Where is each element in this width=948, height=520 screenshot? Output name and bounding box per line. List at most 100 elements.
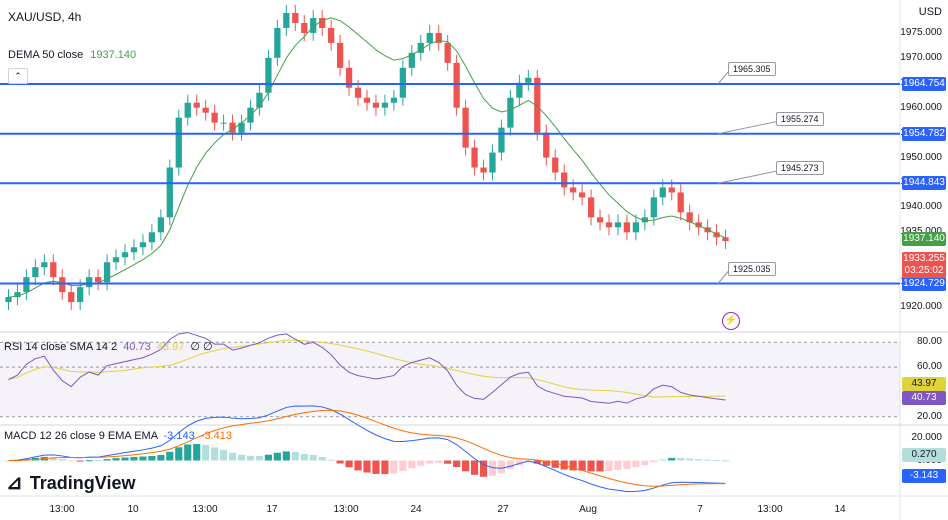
macd-hist-bar <box>650 460 658 463</box>
macd-signal-value: -3.413 <box>200 430 232 442</box>
macd-hist-bar <box>309 454 317 461</box>
candle-body <box>516 82 523 98</box>
macd-hist-bar <box>103 459 111 461</box>
price-tick: 1960.000 <box>900 101 942 113</box>
candle-body <box>578 192 586 198</box>
candle-body <box>623 222 631 233</box>
price-tick: 1970.000 <box>900 51 942 63</box>
dema-label: DEMA 50 close <box>8 49 84 61</box>
lightning-icon[interactable]: ⚡ <box>722 312 740 330</box>
candle-body <box>561 172 568 188</box>
candle-body <box>193 102 200 108</box>
macd-hist-bar <box>237 454 246 461</box>
candle-body <box>614 222 622 228</box>
candle-body <box>587 197 595 218</box>
macd-hist-bar <box>211 447 219 461</box>
candle-body <box>148 232 156 243</box>
macd-hist-bar <box>632 460 640 468</box>
candle-body <box>336 42 344 68</box>
candle-body <box>14 292 21 298</box>
macd-hist-bar <box>4 460 13 462</box>
macd-hist-bar <box>148 455 156 461</box>
macd-hist-bar <box>497 460 506 474</box>
macd-hist-bar <box>202 445 210 461</box>
macd-hist-bar <box>435 460 443 463</box>
dema-value: 1937.140 <box>90 49 137 61</box>
candle-body <box>399 67 406 98</box>
currency-label[interactable]: USD <box>918 6 942 18</box>
candle-body <box>408 52 415 68</box>
candle-body <box>265 57 272 93</box>
macd-hist-bar <box>291 452 299 461</box>
candle-body <box>184 102 191 118</box>
macd-hist-tag: 0.270 <box>902 447 946 462</box>
rsi-tag: 40.73 <box>902 391 946 405</box>
candle-body <box>175 117 182 168</box>
macd-hist-bar <box>470 460 479 475</box>
candle-body <box>552 157 559 173</box>
candle-body <box>570 187 577 193</box>
candle-body <box>668 187 675 193</box>
level-price-tag: 1944.843 <box>902 176 946 191</box>
candle-body <box>722 237 729 242</box>
level-callout: 1925.035 <box>728 261 776 276</box>
collapse-icon[interactable]: ⌃ <box>8 68 28 84</box>
macd-hist-bar <box>166 451 174 461</box>
price-tick: 1950.000 <box>900 151 942 163</box>
price-tick: 1940.000 <box>900 201 942 213</box>
macd-hist-bar <box>444 460 452 464</box>
macd-hist-bar <box>542 460 550 466</box>
candle-body <box>686 212 693 223</box>
rsi-tick: 80.00 <box>916 336 942 348</box>
candle-body <box>345 67 353 88</box>
price-tick: 1935.000 <box>900 226 942 237</box>
candle-body <box>157 217 164 233</box>
candle-body <box>256 92 263 108</box>
time-tick: 7 <box>697 504 703 515</box>
time-tick: Aug <box>579 504 597 515</box>
macd-hist-bar <box>426 460 434 464</box>
candle-body <box>543 132 550 158</box>
macd-hist-bar <box>399 460 407 472</box>
macd-hist-bar <box>354 460 362 471</box>
candle-body <box>426 32 433 43</box>
macd-hist-bar <box>721 460 730 462</box>
macd-hist-bar <box>121 457 129 461</box>
macd-value: -3.143 <box>163 430 195 442</box>
candle-body <box>525 77 532 83</box>
macd-hist-bar <box>390 460 398 474</box>
level-price-tag: 1964.754 <box>902 76 946 91</box>
macd-hist-bar <box>85 460 93 462</box>
macd-hist-bar <box>659 459 667 461</box>
macd-hist-bar <box>453 460 461 468</box>
dema-line <box>8 17 726 298</box>
candle-body <box>507 97 514 128</box>
rsi-band <box>0 342 900 417</box>
candle-body <box>301 22 308 33</box>
rsi-tick: 20.00 <box>916 410 942 422</box>
macd-hist-bar <box>533 460 541 464</box>
candle-body <box>319 17 326 28</box>
macd-signal-line <box>8 409 726 487</box>
time-tick: 13:00 <box>333 504 359 515</box>
level-price-tag: 1954.782 <box>902 126 946 141</box>
macd-hist-bar <box>677 458 685 461</box>
macd-hist-bar <box>345 460 353 468</box>
candle-body <box>596 217 604 223</box>
candle-body <box>211 112 218 123</box>
macd-hist-bar <box>381 460 389 475</box>
rsi-sma-value: 43.97 <box>156 341 185 353</box>
candle-body <box>659 187 666 198</box>
candle-body <box>489 152 496 173</box>
candle-body <box>166 167 173 218</box>
time-tick: 27 <box>497 504 509 515</box>
price-tick: 1920.000 <box>900 301 942 313</box>
macd-hist-bar <box>184 444 192 461</box>
macd-hist-bar <box>255 456 264 461</box>
macd-hist-bar <box>157 454 165 461</box>
macd-hist-bar <box>318 456 326 461</box>
candle-body <box>103 262 111 283</box>
time-tick: 10 <box>127 504 139 515</box>
candle-body <box>202 107 209 113</box>
